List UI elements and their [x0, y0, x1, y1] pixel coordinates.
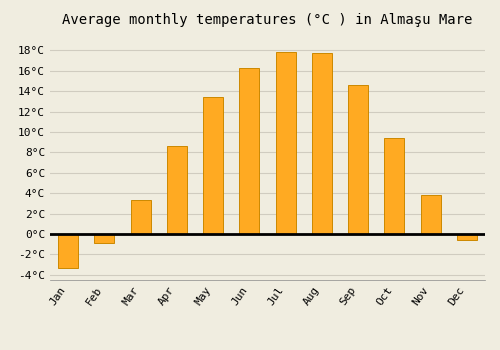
Bar [276, 52, 295, 234]
Bar [420, 195, 440, 234]
Bar [384, 138, 404, 234]
Bar [58, 234, 78, 268]
Bar [94, 234, 114, 243]
Bar [348, 85, 368, 234]
Bar [203, 97, 223, 234]
Bar [312, 53, 332, 234]
Bar [130, 200, 150, 234]
Bar [167, 146, 187, 234]
Bar [240, 68, 260, 234]
Bar [457, 234, 477, 240]
Title: Average monthly temperatures (°C ) in Almaşu Mare: Average monthly temperatures (°C ) in Al… [62, 13, 472, 27]
